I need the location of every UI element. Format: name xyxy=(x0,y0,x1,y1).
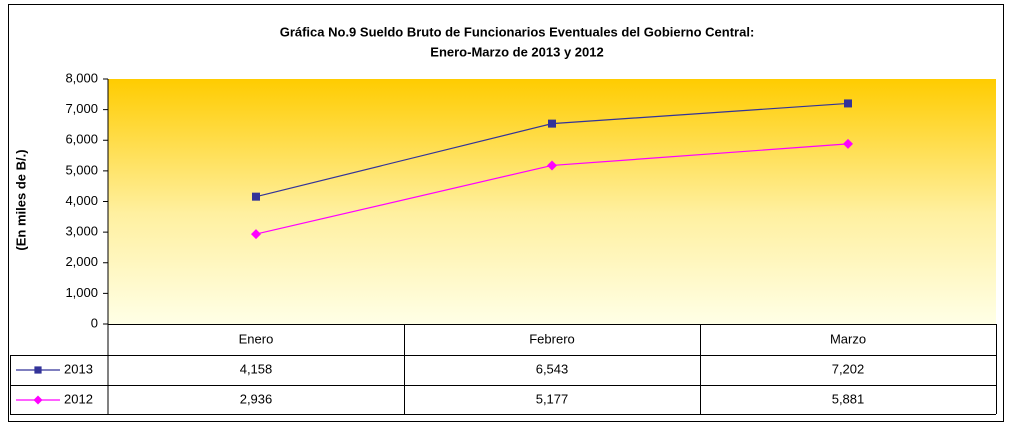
marker xyxy=(547,160,557,171)
marker xyxy=(843,138,853,149)
y-tick-label: 8,000 xyxy=(65,70,98,85)
data-table xyxy=(10,79,997,415)
marker xyxy=(252,192,260,201)
y-tick-label: 6,000 xyxy=(65,132,98,147)
table-value: 4,158 xyxy=(240,361,273,376)
legend-label: 2012 xyxy=(64,391,93,406)
table-value: 7,202 xyxy=(832,361,865,376)
table-value: 5,881 xyxy=(832,391,865,406)
y-axis-label: (En miles de B/.) xyxy=(13,149,28,250)
marker xyxy=(844,99,852,108)
marker xyxy=(548,119,556,128)
y-tick-label: 7,000 xyxy=(65,101,98,116)
y-tick-label: 3,000 xyxy=(65,224,98,239)
x-tick-label: Enero xyxy=(239,331,274,346)
legend-label: 2013 xyxy=(64,361,93,376)
table-value: 2,936 xyxy=(240,391,273,406)
y-tick-label: 1,000 xyxy=(65,285,98,300)
table-value: 6,543 xyxy=(536,361,569,376)
y-tick-label: 0 xyxy=(91,315,98,330)
chart-title: Enero-Marzo de 2013 y 2012 xyxy=(430,44,603,59)
x-tick-label: Febrero xyxy=(529,331,575,346)
chart-title: Gráfica No.9 Sueldo Bruto de Funcionario… xyxy=(280,24,755,39)
plot-area xyxy=(108,79,996,324)
y-tick-label: 4,000 xyxy=(65,193,98,208)
table-value: 5,177 xyxy=(536,391,569,406)
marker xyxy=(33,395,43,405)
y-tick-label: 2,000 xyxy=(65,254,98,269)
marker xyxy=(251,229,261,240)
y-tick-label: 5,000 xyxy=(65,162,98,177)
x-tick-label: Marzo xyxy=(830,331,866,346)
marker xyxy=(34,366,42,374)
